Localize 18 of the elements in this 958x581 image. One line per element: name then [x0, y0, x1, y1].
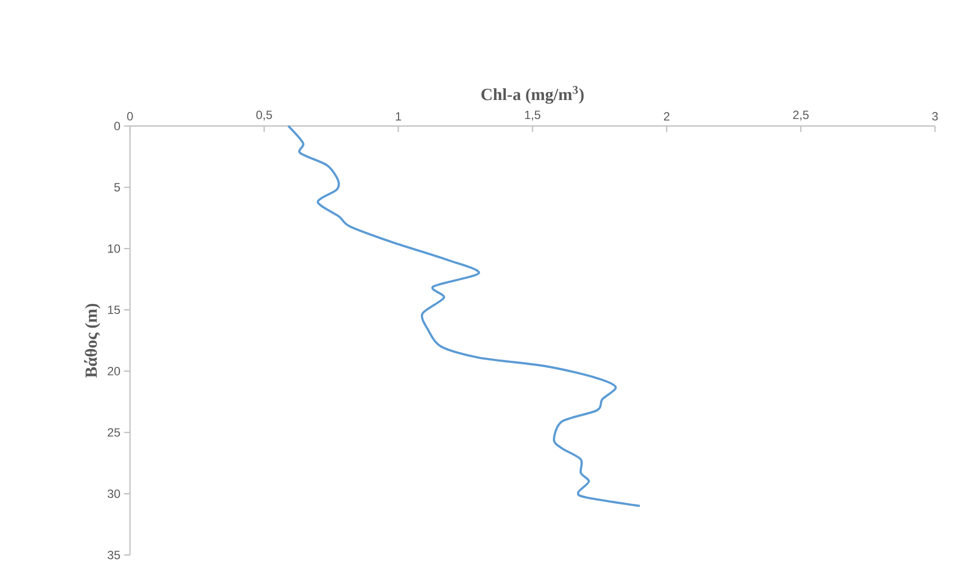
- y-tick-label: 20: [108, 366, 120, 376]
- line-series: [287, 124, 641, 508]
- x-tick-label: 0: [127, 112, 133, 120]
- y-tick-label: 15: [108, 306, 120, 314]
- y-tick-label: 30: [108, 489, 120, 498]
- y-tick-label: 5: [114, 183, 120, 192]
- x-tick-label: 2,5: [793, 110, 809, 120]
- x-tick-label: 3: [932, 112, 938, 120]
- x-tick-label: 1,5: [525, 110, 540, 120]
- y-tick-label: 10: [108, 244, 120, 253]
- x-axis-title: Chl-a (mg/m$^{3}$): [481, 86, 584, 104]
- y-tick-label: 35: [108, 550, 120, 560]
- y-tick-label: 0: [114, 122, 120, 130]
- y-tick-label: 25: [108, 428, 120, 437]
- y-axis-title: Βάθος (m): [84, 304, 100, 378]
- x-tick-label: 0,5: [256, 110, 272, 120]
- x-tick-label: 1: [396, 112, 402, 120]
- x-tick-label: 2: [664, 112, 670, 120]
